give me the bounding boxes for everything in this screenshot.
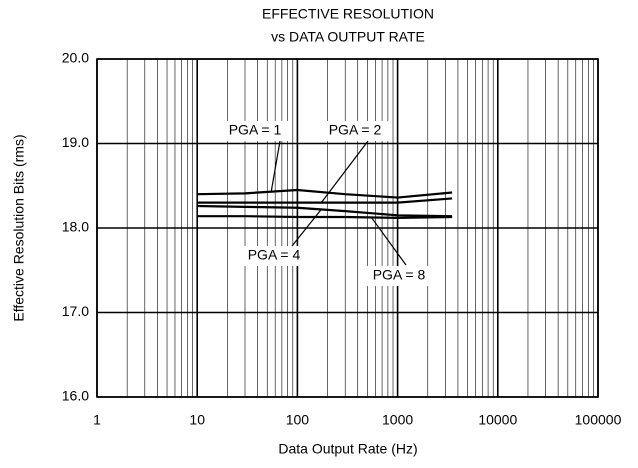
x-tick-label: 100 bbox=[286, 412, 310, 428]
label-arrow bbox=[320, 140, 369, 204]
y-axis-label: Effective Resolution Bits (rms) bbox=[11, 134, 27, 321]
y-tick-label: 19.0 bbox=[62, 134, 89, 150]
label-bg bbox=[321, 121, 389, 141]
label-arrow bbox=[291, 209, 322, 247]
chart-title: EFFECTIVE RESOLUTION bbox=[262, 6, 434, 22]
series-label: PGA = 4 bbox=[248, 247, 301, 263]
series-label: PGA = 2 bbox=[329, 122, 382, 138]
x-tick-label: 1 bbox=[93, 412, 101, 428]
y-tick-label: 16.0 bbox=[62, 388, 89, 404]
label-arrow bbox=[270, 140, 281, 192]
chart-subtitle: vs DATA OUTPUT RATE bbox=[271, 29, 425, 45]
x-tick-label: 100000 bbox=[575, 412, 622, 428]
label-bg bbox=[365, 266, 433, 286]
x-tick-label: 1000 bbox=[382, 412, 413, 428]
label-bg bbox=[221, 121, 289, 141]
plot-frame bbox=[96, 58, 599, 398]
label-bg bbox=[240, 246, 308, 266]
y-tick-label: 17.0 bbox=[62, 303, 89, 319]
series-line bbox=[197, 204, 453, 218]
y-tick-label: 20.0 bbox=[62, 50, 89, 66]
series-line bbox=[197, 215, 453, 219]
x-axis-label: Data Output Rate (Hz) bbox=[278, 441, 417, 457]
series-label: PGA = 8 bbox=[373, 267, 426, 283]
x-tick-label: 10 bbox=[189, 412, 205, 428]
x-tick-label: 10000 bbox=[478, 412, 517, 428]
label-arrow bbox=[370, 217, 407, 266]
series-line bbox=[197, 188, 453, 199]
y-tick-label: 18.0 bbox=[62, 219, 89, 235]
series-label: PGA = 1 bbox=[229, 122, 282, 138]
